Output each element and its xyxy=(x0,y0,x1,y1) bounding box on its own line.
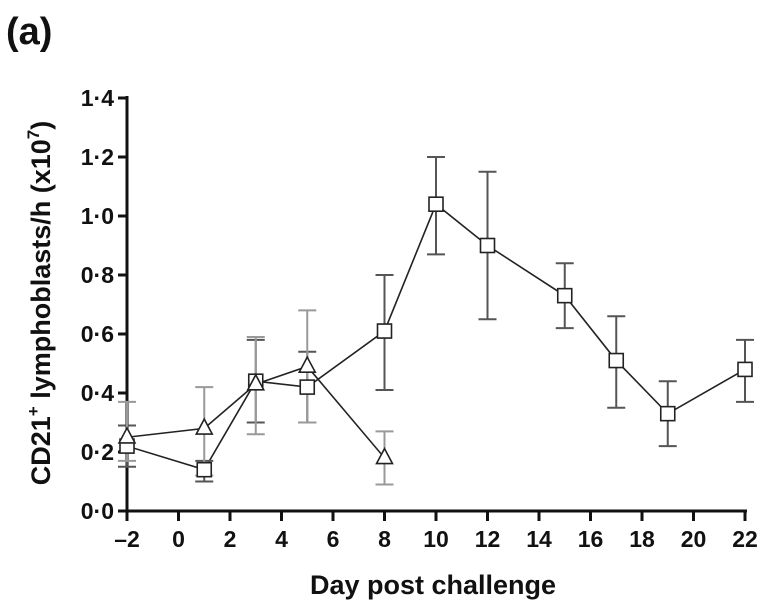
x-tick-label: 20 xyxy=(681,526,707,552)
y-axis-title: CD21+ lymphoblasts/h (x107) xyxy=(24,121,56,486)
y-tick-label: 1·4 xyxy=(81,85,114,111)
x-tick-label: –2 xyxy=(114,526,140,552)
y-tick-label: 0·0 xyxy=(81,498,114,524)
triangle-marker xyxy=(246,373,266,391)
y-tick-label: 1·2 xyxy=(81,144,114,170)
x-tick-label: 22 xyxy=(732,526,758,552)
x-tick-label: 6 xyxy=(327,526,340,552)
x-tick-label: 14 xyxy=(526,526,552,552)
square-marker xyxy=(737,361,753,378)
triangle-marker xyxy=(194,417,214,435)
y-tick-label: 1·0 xyxy=(81,203,114,229)
triangle-marker xyxy=(375,446,394,465)
y-tick-label: 0·4 xyxy=(81,380,114,406)
square-marker xyxy=(428,196,444,212)
x-tick-label: 16 xyxy=(578,526,604,552)
y-tick-label: 0·6 xyxy=(81,321,114,347)
x-tick-label: 10 xyxy=(423,526,449,552)
square-marker xyxy=(608,352,625,369)
error-bars xyxy=(118,156,754,486)
square-marker xyxy=(659,405,676,422)
x-tick-label: 2 xyxy=(224,526,237,552)
data-markers xyxy=(117,196,753,478)
square-marker xyxy=(299,379,316,395)
square-marker xyxy=(376,323,393,339)
square-marker xyxy=(196,461,213,478)
triangle-marker xyxy=(117,426,137,444)
x-tick-label: 0 xyxy=(172,526,185,552)
square-marker xyxy=(479,237,496,254)
square-marker xyxy=(556,287,573,304)
x-tick-label: 8 xyxy=(378,526,391,552)
x-tick-label: 18 xyxy=(629,526,655,552)
y-tick-label: 0·2 xyxy=(81,439,114,465)
panel-label: (a) xyxy=(6,11,52,53)
axes: 0·0 0·2 0·4 0·6 0·8 1·0 1·2 1·4 –2 0 2 4 6 8 10 12 14 16 1… xyxy=(81,85,758,552)
x-axis-title: Day post challenge xyxy=(310,570,556,600)
triangle-marker xyxy=(297,355,317,373)
y-tick-label: 0·8 xyxy=(81,262,114,288)
x-tick-label: 12 xyxy=(475,526,501,552)
x-tick-label: 4 xyxy=(275,526,288,552)
